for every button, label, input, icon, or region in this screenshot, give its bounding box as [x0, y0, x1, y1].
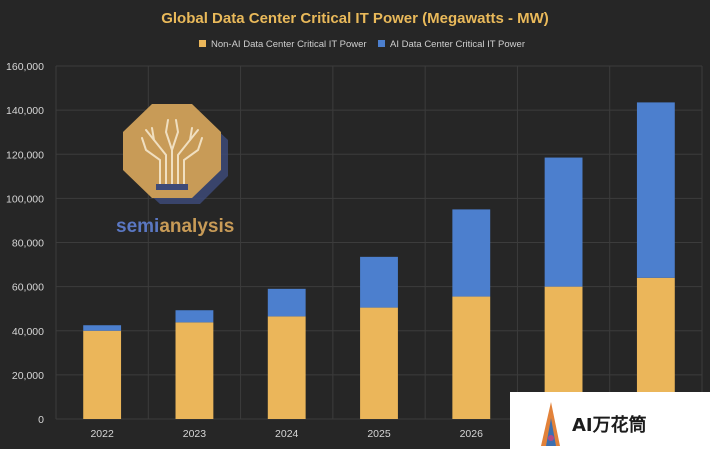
tree-icon: [141, 119, 203, 187]
chart-title: Global Data Center Critical IT Power (Me…: [161, 10, 549, 27]
y-tick-label: 0: [38, 414, 44, 426]
y-tick-label: 100,000: [6, 193, 44, 205]
bar-non-ai-2025: [360, 307, 398, 419]
y-axis-ticks: 0 20,000 40,000 60,000 80,000 100,000 120,000 1…: [6, 61, 44, 426]
y-tick-label: 120,000: [6, 149, 44, 161]
bar-ai-2022: [83, 325, 122, 331]
x-tick-label: 2023: [183, 428, 207, 440]
bar-ai-2023: [175, 310, 214, 323]
x-tick-label: 2026: [460, 428, 484, 440]
bar-ai-2025: [360, 256, 398, 308]
bar-ai-2028: [636, 102, 675, 278]
watermark-badge: AI万花筒: [510, 392, 710, 449]
y-tick-label: 140,000: [6, 105, 44, 117]
y-tick-label: 40,000: [12, 326, 44, 338]
watermark-logo-dot: [548, 435, 554, 441]
bars: [83, 102, 675, 419]
bar-ai-2024: [267, 288, 306, 317]
bar-ai-2026: [452, 209, 491, 297]
y-tick-label: 60,000: [12, 282, 44, 294]
legend-swatch-ai: [378, 40, 385, 47]
x-tick-label: 2022: [90, 428, 114, 440]
legend-label-non-ai: Non-AI Data Center Critical IT Power: [211, 39, 367, 50]
legend: Non-AI Data Center Critical IT Power AI …: [199, 39, 525, 50]
legend-label-ai: AI Data Center Critical IT Power: [390, 39, 525, 50]
bar-non-ai-2022: [83, 330, 122, 419]
y-tick-label: 80,000: [12, 238, 44, 250]
logo-text: semianalysis: [116, 216, 234, 237]
y-tick-label: 20,000: [12, 370, 44, 382]
bar-non-ai-2023: [175, 322, 214, 419]
x-tick-label: 2024: [275, 428, 299, 440]
x-tick-label: 2025: [367, 428, 391, 440]
bar-non-ai-2026: [452, 296, 491, 419]
bar-ai-2027: [544, 157, 583, 287]
semianalysis-logo: semianalysis: [116, 104, 234, 237]
watermark-text: AI万花筒: [572, 414, 647, 436]
y-tick-label: 160,000: [6, 61, 44, 73]
legend-swatch-non-ai: [199, 40, 206, 47]
bar-non-ai-2024: [267, 316, 306, 419]
logo-base: [156, 184, 188, 190]
